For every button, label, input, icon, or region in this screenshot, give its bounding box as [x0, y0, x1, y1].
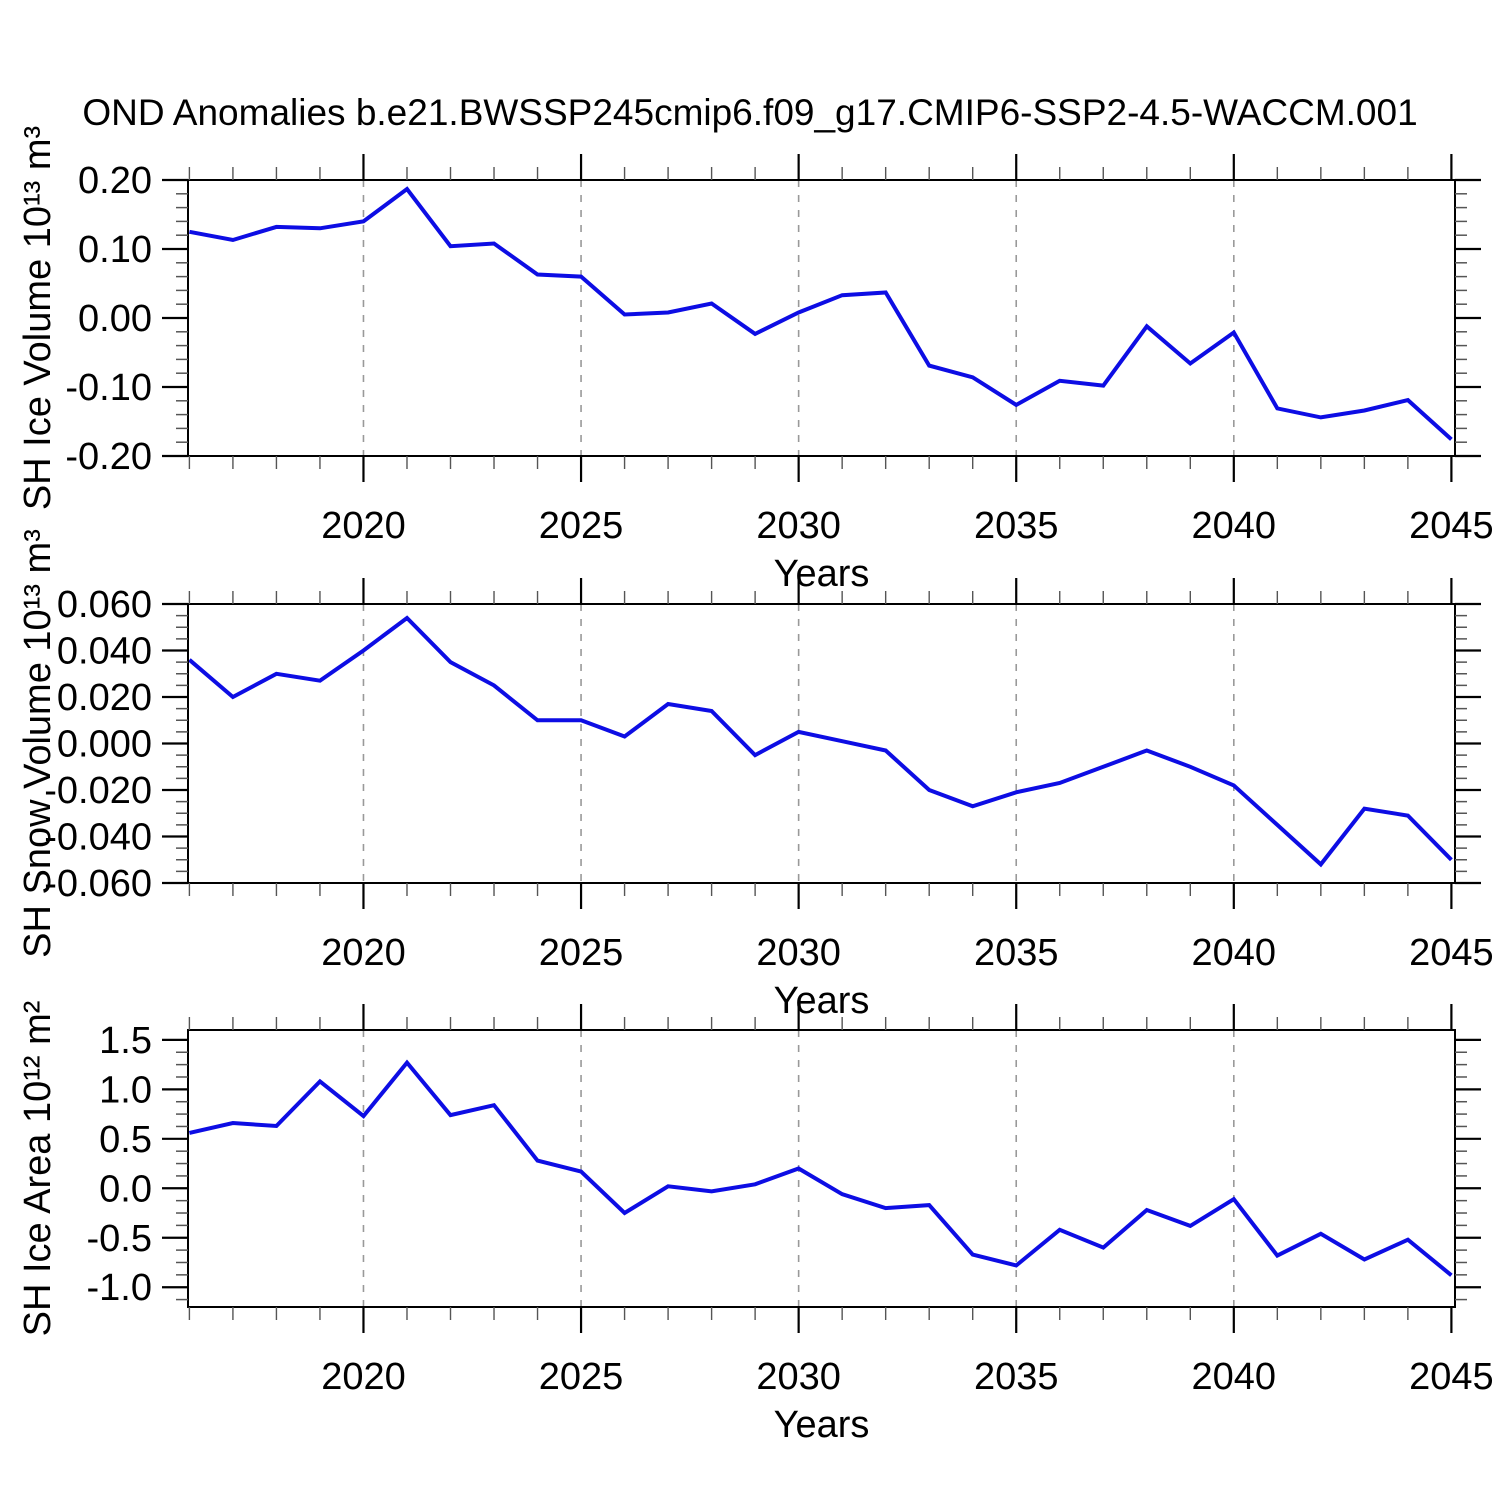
- sh-snow-volume-line: [188, 615, 1453, 868]
- y-tick-label: 0.000: [57, 724, 152, 766]
- y-tick-label: -0.5: [87, 1218, 152, 1260]
- x-tick-label: 2025: [539, 932, 624, 974]
- y-tick-label: 0.10: [78, 229, 152, 271]
- x-tick-label: 2040: [1192, 932, 1277, 974]
- y-tick-label: 1.0: [99, 1069, 152, 1111]
- y-tick-label: -1.0: [87, 1267, 152, 1309]
- x-axis-title: Years: [774, 980, 870, 1022]
- y-tick-label: 0.5: [99, 1119, 152, 1161]
- plot-frame: [187, 179, 1456, 457]
- plot-frame: [187, 603, 1456, 884]
- x-tick-label: 2030: [756, 932, 841, 974]
- plot-frame: [187, 1029, 1456, 1308]
- y-tick-label: 0.20: [78, 160, 152, 202]
- y-axis-title: SH Ice Area 10¹² m²: [17, 1001, 59, 1337]
- x-tick-label: 2030: [756, 505, 841, 547]
- x-tick-label: 2025: [539, 1356, 624, 1398]
- y-tick-label: -0.040: [44, 817, 152, 859]
- y-tick-label: -0.020: [44, 770, 152, 812]
- x-tick-label: 2025: [539, 505, 624, 547]
- y-tick-label: -0.10: [65, 367, 152, 409]
- panel-sh-ice-volume: 0.20 0.10 0.00 -0.10 -0.20 2020 2025 2030 2035 20…: [17, 126, 1494, 595]
- x-tick-label: 2020: [321, 1356, 406, 1398]
- x-tick-label: 2030: [756, 1356, 841, 1398]
- y-tick-label: 1.5: [99, 1020, 152, 1062]
- y-axis-title: SH Snow Volume 10¹³ m³: [17, 529, 59, 958]
- x-tick-label: 2045: [1409, 932, 1494, 974]
- sh-ice-volume-line: [189, 186, 1453, 441]
- x-tick-label: 2045: [1409, 505, 1494, 547]
- x-tick-label: 2035: [974, 932, 1059, 974]
- x-tick-label: 2045: [1409, 1356, 1494, 1398]
- y-tick-label: 0.040: [57, 631, 152, 673]
- y-tick-label: -0.20: [65, 436, 152, 478]
- x-tick-label: 2020: [321, 932, 406, 974]
- y-axis-title: SH Ice Volume 10¹³ m³: [17, 126, 59, 510]
- y-tick-label: 0.060: [57, 584, 152, 626]
- y-tick-label: -0.060: [44, 863, 152, 905]
- y-tick-label: 0.00: [78, 298, 152, 340]
- x-axis-title: Years: [774, 1404, 870, 1446]
- x-tick-label: 2035: [974, 1356, 1059, 1398]
- x-tick-label: 2020: [321, 505, 406, 547]
- panel-sh-ice-area: 1.5 1.0 0.5 0.0 -0.5 -1.0 2020 2025 2030 2035 2040…: [17, 1001, 1494, 1446]
- chart-title: OND Anomalies b.e21.BWSSP245cmip6.f09_g1…: [82, 92, 1418, 133]
- sh-ice-area-line: [188, 1059, 1453, 1277]
- y-tick-label: 0.020: [57, 677, 152, 719]
- x-tick-label: 2040: [1192, 505, 1277, 547]
- y-tick-label: 0.0: [99, 1168, 152, 1210]
- x-tick-label: 2040: [1192, 1356, 1277, 1398]
- x-tick-label: 2035: [974, 505, 1059, 547]
- x-axis-title: Years: [774, 553, 870, 595]
